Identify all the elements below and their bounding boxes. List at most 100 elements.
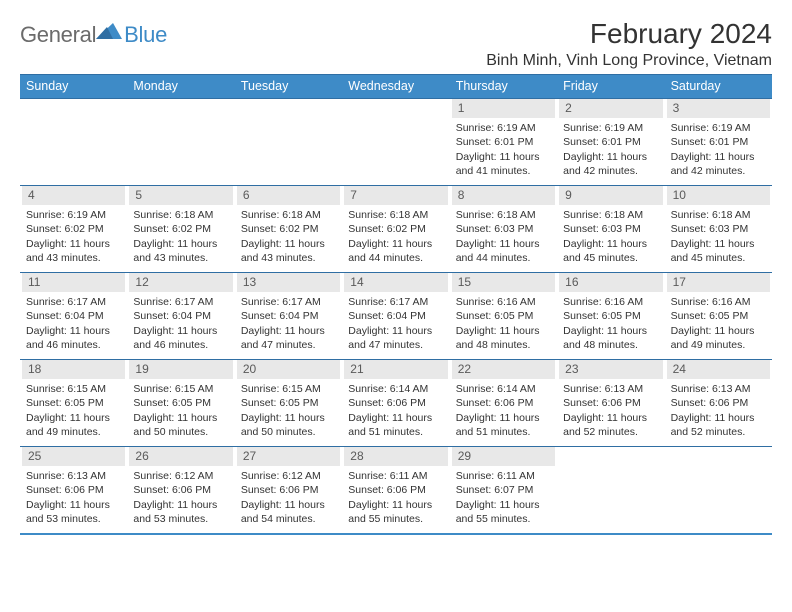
day-number: 16 (559, 273, 662, 292)
day-body: Sunrise: 6:11 AMSunset: 6:07 PMDaylight:… (451, 469, 556, 526)
sunset-text: Sunset: 6:05 PM (563, 309, 659, 323)
day-number: 7 (344, 186, 447, 205)
day-body: Sunrise: 6:19 AMSunset: 6:01 PMDaylight:… (558, 121, 663, 178)
day-number: 5 (129, 186, 232, 205)
sunrise-text: Sunrise: 6:18 AM (671, 208, 767, 222)
daylight-text: Daylight: 11 hours and 53 minutes. (133, 498, 229, 526)
day-cell: 16 Sunrise: 6:16 AMSunset: 6:05 PMDayligh… (557, 273, 664, 359)
day-cell: 8 Sunrise: 6:18 AMSunset: 6:03 PMDaylight… (450, 186, 557, 272)
sunset-text: Sunset: 6:05 PM (241, 396, 337, 410)
sunrise-text: Sunrise: 6:18 AM (241, 208, 337, 222)
daylight-text: Daylight: 11 hours and 44 minutes. (348, 237, 444, 265)
sunset-text: Sunset: 6:05 PM (456, 309, 552, 323)
day-number: 9 (559, 186, 662, 205)
daylight-text: Daylight: 11 hours and 50 minutes. (241, 411, 337, 439)
day-number: 4 (22, 186, 125, 205)
day-number: 25 (22, 447, 125, 466)
sunset-text: Sunset: 6:07 PM (456, 483, 552, 497)
sunrise-text: Sunrise: 6:16 AM (671, 295, 767, 309)
dow-header-cell: Friday (557, 75, 664, 98)
day-body: Sunrise: 6:19 AMSunset: 6:02 PMDaylight:… (21, 208, 126, 265)
week-row: 11Sunrise: 6:17 AMSunset: 6:04 PMDayligh… (20, 272, 772, 359)
day-number: 8 (452, 186, 555, 205)
day-body: Sunrise: 6:17 AMSunset: 6:04 PMDaylight:… (236, 295, 341, 352)
day-cell: 5 Sunrise: 6:18 AMSunset: 6:02 PMDaylight… (127, 186, 234, 272)
daylight-text: Daylight: 11 hours and 47 minutes. (348, 324, 444, 352)
daylight-text: Daylight: 11 hours and 50 minutes. (133, 411, 229, 439)
sunrise-text: Sunrise: 6:18 AM (563, 208, 659, 222)
sunrise-text: Sunrise: 6:18 AM (456, 208, 552, 222)
daylight-text: Daylight: 11 hours and 49 minutes. (26, 411, 122, 439)
day-number: 17 (667, 273, 770, 292)
sunset-text: Sunset: 6:02 PM (133, 222, 229, 236)
sunrise-text: Sunrise: 6:18 AM (133, 208, 229, 222)
daylight-text: Daylight: 11 hours and 44 minutes. (456, 237, 552, 265)
day-number: 10 (667, 186, 770, 205)
daylight-text: Daylight: 11 hours and 48 minutes. (456, 324, 552, 352)
sunrise-text: Sunrise: 6:15 AM (133, 382, 229, 396)
sunset-text: Sunset: 6:04 PM (26, 309, 122, 323)
day-body: Sunrise: 6:19 AMSunset: 6:01 PMDaylight:… (666, 121, 771, 178)
sunrise-text: Sunrise: 6:15 AM (241, 382, 337, 396)
day-cell: 18Sunrise: 6:15 AMSunset: 6:05 PMDayligh… (20, 360, 127, 446)
day-cell: 2 Sunrise: 6:19 AMSunset: 6:01 PMDaylight… (557, 99, 664, 185)
sunrise-text: Sunrise: 6:17 AM (241, 295, 337, 309)
daylight-text: Daylight: 11 hours and 49 minutes. (671, 324, 767, 352)
topbar: General Blue February 2024 Binh Minh, Vi… (20, 18, 772, 70)
day-body: Sunrise: 6:18 AMSunset: 6:03 PMDaylight:… (558, 208, 663, 265)
logo: General Blue (20, 18, 167, 48)
dow-header-cell: Sunday (20, 75, 127, 98)
day-number: 24 (667, 360, 770, 379)
daylight-text: Daylight: 11 hours and 52 minutes. (563, 411, 659, 439)
daylight-text: Daylight: 11 hours and 46 minutes. (133, 324, 229, 352)
sunset-text: Sunset: 6:05 PM (671, 309, 767, 323)
sunset-text: Sunset: 6:06 PM (671, 396, 767, 410)
day-cell: 12Sunrise: 6:17 AMSunset: 6:04 PMDayligh… (127, 273, 234, 359)
day-body: Sunrise: 6:18 AMSunset: 6:03 PMDaylight:… (666, 208, 771, 265)
day-body: Sunrise: 6:16 AMSunset: 6:05 PMDaylight:… (558, 295, 663, 352)
daylight-text: Daylight: 11 hours and 52 minutes. (671, 411, 767, 439)
day-number: 26 (129, 447, 232, 466)
daylight-text: Daylight: 11 hours and 43 minutes. (133, 237, 229, 265)
sunset-text: Sunset: 6:05 PM (26, 396, 122, 410)
day-cell: 24Sunrise: 6:13 AMSunset: 6:06 PMDayligh… (665, 360, 772, 446)
day-number: 2 (559, 99, 662, 118)
dow-header-row: SundayMondayTuesdayWednesdayThursdayFrid… (20, 75, 772, 98)
daylight-text: Daylight: 11 hours and 48 minutes. (563, 324, 659, 352)
day-body: Sunrise: 6:18 AMSunset: 6:02 PMDaylight:… (128, 208, 233, 265)
day-cell: 21 Sunrise: 6:14 AMSunset: 6:06 PMDayligh… (342, 360, 449, 446)
day-number: 21 (344, 360, 447, 379)
day-cell: 15Sunrise: 6:16 AMSunset: 6:05 PMDayligh… (450, 273, 557, 359)
day-cell (235, 99, 342, 185)
sunrise-text: Sunrise: 6:12 AM (133, 469, 229, 483)
day-body: Sunrise: 6:14 AMSunset: 6:06 PMDaylight:… (343, 382, 448, 439)
sunrise-text: Sunrise: 6:18 AM (348, 208, 444, 222)
day-cell: 13 Sunrise: 6:17 AMSunset: 6:04 PMDayligh… (235, 273, 342, 359)
sunset-text: Sunset: 6:04 PM (348, 309, 444, 323)
logo-text-general: General (20, 22, 96, 48)
day-cell (665, 447, 772, 533)
day-cell: 6Sunrise: 6:18 AMSunset: 6:02 PMDaylight… (235, 186, 342, 272)
day-cell (20, 99, 127, 185)
day-cell: 27Sunrise: 6:12 AMSunset: 6:06 PMDayligh… (235, 447, 342, 533)
sunset-text: Sunset: 6:02 PM (241, 222, 337, 236)
day-cell: 1Sunrise: 6:19 AMSunset: 6:01 PMDaylight… (450, 99, 557, 185)
sunset-text: Sunset: 6:03 PM (563, 222, 659, 236)
day-cell: 22Sunrise: 6:14 AMSunset: 6:06 PMDayligh… (450, 360, 557, 446)
day-cell: 14Sunrise: 6:17 AMSunset: 6:04 PMDayligh… (342, 273, 449, 359)
sunrise-text: Sunrise: 6:12 AM (241, 469, 337, 483)
day-number: 13 (237, 273, 340, 292)
day-body: Sunrise: 6:11 AMSunset: 6:06 PMDaylight:… (343, 469, 448, 526)
day-number: 11 (22, 273, 125, 292)
day-cell: 28Sunrise: 6:11 AMSunset: 6:06 PMDayligh… (342, 447, 449, 533)
sunrise-text: Sunrise: 6:15 AM (26, 382, 122, 396)
sunrise-text: Sunrise: 6:19 AM (671, 121, 767, 135)
day-number: 22 (452, 360, 555, 379)
day-cell: 19Sunrise: 6:15 AMSunset: 6:05 PMDayligh… (127, 360, 234, 446)
day-cell: 20Sunrise: 6:15 AMSunset: 6:05 PMDayligh… (235, 360, 342, 446)
day-body: Sunrise: 6:18 AMSunset: 6:03 PMDaylight:… (451, 208, 556, 265)
daylight-text: Daylight: 11 hours and 45 minutes. (671, 237, 767, 265)
day-cell: 9 Sunrise: 6:18 AMSunset: 6:03 PMDaylight… (557, 186, 664, 272)
day-cell: 10 Sunrise: 6:18 AMSunset: 6:03 PMDayligh… (665, 186, 772, 272)
sunrise-text: Sunrise: 6:17 AM (133, 295, 229, 309)
